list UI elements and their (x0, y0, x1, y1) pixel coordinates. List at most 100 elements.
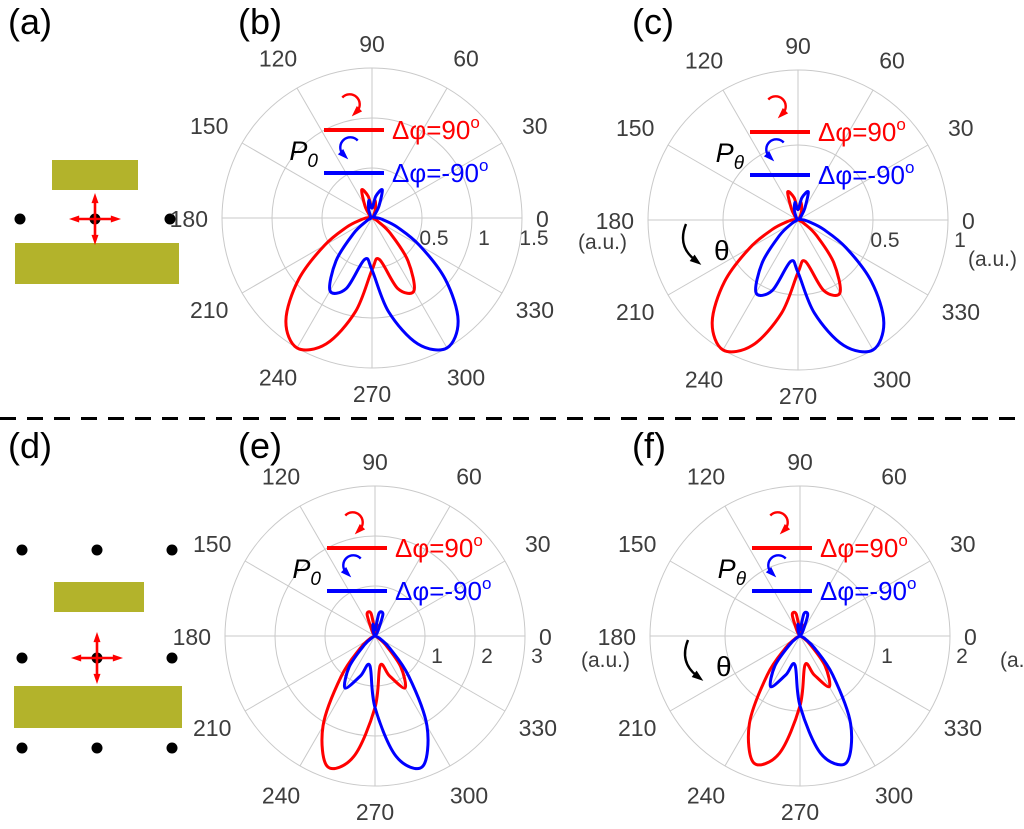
angle-tick-label: 180 (598, 624, 636, 650)
theta-angle-label: θ (714, 235, 730, 266)
angle-tick-label: 150 (616, 115, 654, 141)
legend-label: Δφ=90o (818, 115, 906, 147)
ccw-arrowhead (763, 151, 775, 162)
angle-tick-label: 180 (596, 208, 634, 234)
polar-grid-spoke (299, 505, 376, 637)
lattice-dot (16, 742, 28, 754)
angle-tick-label: 0 (964, 624, 977, 650)
polar-grid (647, 69, 949, 371)
r-tick-label: 0.5 (419, 227, 448, 250)
angle-tick-label: 270 (781, 799, 819, 825)
polar-grid-spoke (374, 560, 506, 637)
series-curve-dphi-minus-90 (328, 187, 460, 352)
ccw-arrowhead (765, 567, 777, 578)
polar-grid-spoke (667, 144, 799, 221)
panel-letter-c: (c) (632, 1, 674, 42)
plot-variable-label: Pθ (718, 554, 747, 590)
polar-grid-spoke (667, 219, 799, 296)
polar-grid-spoke (244, 635, 376, 712)
theta-direction-arrow (681, 223, 696, 261)
arrowhead-down (91, 234, 99, 245)
polar-grid-spoke (799, 635, 876, 767)
r-tick-label: 0.5 (870, 229, 899, 252)
angle-tick-label: 90 (359, 31, 385, 57)
lattice-dot (16, 652, 28, 664)
polar-grid-spoke (722, 89, 799, 221)
polar-grid-spoke (241, 217, 373, 294)
angle-tick-label: 150 (193, 531, 231, 557)
polar-grid (649, 485, 951, 787)
lattice-dot (91, 544, 103, 556)
angle-tick-label: 210 (616, 299, 654, 325)
angle-tick-label: 210 (618, 715, 656, 741)
series-curve-dphi-minus-90 (768, 610, 854, 767)
angle-tick-label: 240 (262, 782, 300, 808)
angle-tick-label: 0 (536, 206, 549, 232)
angle-tick-label: 150 (618, 531, 656, 557)
polar-grid-spoke (296, 217, 373, 349)
theta-annotation: θ (681, 223, 730, 266)
angle-tick-label: 30 (525, 531, 551, 557)
polar-grid-spoke (296, 87, 373, 219)
theta-angle-label: θ (716, 651, 732, 682)
polar-plot-e: 0 30 60 90 120 150 180 210 240 270 300 330 1 2 3 (a.u.)… (173, 449, 630, 825)
r-axis-unit-label: (a.u.) (968, 248, 1017, 271)
polar-grid-spoke (374, 635, 451, 767)
series-curve-dphi-plus-90 (746, 610, 832, 767)
polar-plot-b: 0 30 60 90 120 150 180 210 240 270 300 330 0.5 1 1.5 (a… (170, 31, 627, 407)
lattice-dot (16, 544, 28, 556)
plot-variable-label: P0 (289, 136, 318, 172)
angle-tick-label: 330 (942, 299, 980, 325)
angle-tick-label: 30 (948, 115, 974, 141)
polar-grid-spoke (724, 505, 801, 637)
legend-label: Δφ=90o (395, 531, 483, 563)
gold-nanobar (52, 160, 138, 190)
angle-tick-label: 120 (259, 46, 297, 72)
angle-tick-label: 240 (685, 366, 723, 392)
polar-grid-spoke (799, 635, 931, 712)
angle-tick-label: 90 (785, 33, 811, 59)
angle-tick-label: 270 (356, 799, 394, 825)
polar-grid-spoke (669, 635, 801, 712)
polar-grid-spoke (374, 635, 506, 712)
arrowhead-right (112, 654, 123, 662)
polar-grid-spoke (797, 144, 929, 221)
series-curve-dphi-minus-90 (342, 610, 430, 771)
angle-tick-label: 270 (353, 381, 391, 407)
cw-arrowhead (777, 108, 789, 119)
r-axis-unit-label: (a.u.) (578, 231, 627, 254)
angle-tick-label: 300 (875, 782, 913, 808)
cw-arrowhead (779, 524, 791, 535)
r-tick-label: 1 (431, 645, 443, 668)
gold-nanobar (15, 243, 179, 284)
polar-grid (224, 485, 526, 787)
polar-grid-spoke (797, 89, 874, 221)
polar-grid-spoke (669, 560, 801, 637)
r-tick-label: 1 (954, 229, 966, 252)
ccw-arrowhead (337, 149, 349, 160)
schematic-two-bars-dot-lattice (14, 544, 182, 754)
angle-tick-label: 30 (522, 113, 548, 139)
arrowhead-left (71, 654, 82, 662)
legend-label: Δφ=90o (392, 113, 480, 145)
plot-variable-label: Pθ (716, 138, 745, 174)
polar-grid-spoke (371, 217, 448, 349)
theta-annotation: θ (683, 639, 732, 682)
dipole-source-arrows (71, 632, 123, 684)
polar-grid-spoke (797, 219, 929, 296)
angle-tick-label: 60 (881, 464, 907, 490)
angle-tick-label: 210 (190, 297, 228, 323)
legend-label: Δφ=-90o (818, 158, 914, 190)
polar-grid-spoke (299, 635, 376, 767)
polar-grid-spoke (241, 142, 373, 219)
lattice-dot (14, 213, 26, 225)
angle-tick-label: 300 (450, 782, 488, 808)
panel-letter-e: (e) (238, 425, 282, 466)
angle-tick-label: 60 (453, 46, 479, 72)
arrowhead-left (69, 215, 80, 223)
angle-tick-label: 330 (944, 715, 982, 741)
angle-tick-label: 300 (873, 366, 911, 392)
angle-tick-label: 0 (962, 208, 975, 234)
legend-label: Δφ=90o (820, 531, 908, 563)
arrowhead-down (93, 673, 101, 684)
